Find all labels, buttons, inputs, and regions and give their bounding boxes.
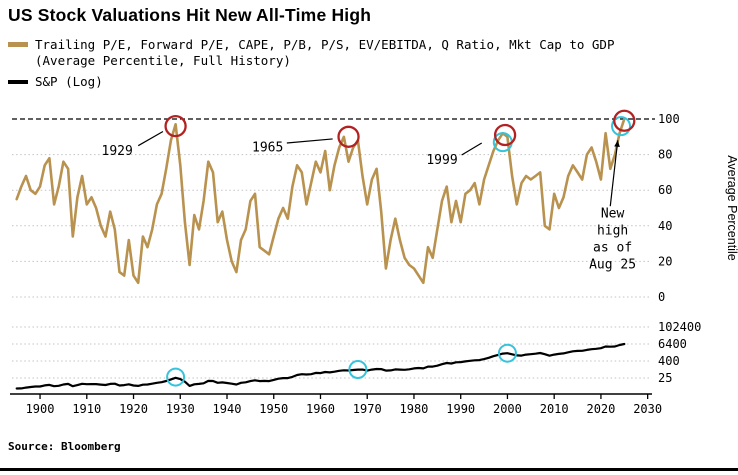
sp-series-line (15, 342, 626, 390)
x-tick-label: 2030 (633, 402, 662, 416)
x-tick-label: 1950 (259, 402, 288, 416)
y-tick-label: 20 (658, 254, 672, 268)
cyan-highlight-circle (348, 360, 368, 379)
red-peak-circle (493, 123, 517, 147)
x-tick-label: 1970 (353, 402, 382, 416)
legend: Trailing P/E, Forward P/E, CAPE, P/B, P/… (8, 37, 614, 90)
leader-line (286, 138, 333, 144)
annotation-text: 1929 (102, 144, 133, 159)
leader-line (609, 140, 619, 207)
x-tick-label: 1960 (306, 402, 335, 416)
arrowhead (614, 140, 620, 147)
x-tick-label: 1920 (119, 402, 148, 416)
x-axis: 1900 1910 1920 1930 1940 1950 1960 1970 1980 1990… (10, 393, 662, 416)
bottom-rule (0, 468, 738, 471)
x-tick-label: 2020 (586, 402, 615, 416)
highlight-circles (164, 109, 636, 387)
y-tick-label: 25 (658, 371, 672, 385)
y-axis-labels: 100 80 60 40 20 0 102400 6400 400 25 (658, 112, 701, 385)
valuations-swatch (8, 42, 28, 47)
y-axis-title: Average Percentile (725, 155, 738, 260)
cyan-highlight-circle (611, 116, 632, 137)
valuations-series-line (15, 117, 626, 285)
y-tick-label: 0 (658, 290, 665, 304)
x-tick-label: 1940 (213, 402, 242, 416)
leader-line (137, 130, 164, 147)
source-credit: Source: Bloomberg (8, 440, 121, 453)
x-tick-label: 1980 (400, 402, 429, 416)
annotations: 1929 1965 1999 New high as of Aug 25 (102, 140, 637, 272)
red-peak-circle (613, 109, 636, 132)
annotation-text: New (601, 206, 625, 221)
y-tick-label: 60 (658, 183, 672, 197)
sp-swatch (8, 80, 28, 84)
cyan-highlight-circle (166, 367, 186, 387)
x-tick-label: 2000 (493, 402, 522, 416)
y-tick-label: 100 (658, 112, 680, 126)
y-tick-label: 6400 (658, 337, 687, 351)
annotation-leaders (137, 130, 620, 207)
legend-item-sp: S&P (Log) (8, 74, 614, 90)
annotation-text: high (597, 223, 628, 238)
y-tick-label: 102400 (658, 320, 701, 334)
x-tick-label: 2010 (540, 402, 569, 416)
annotation-text: 1999 (426, 153, 457, 168)
chart-canvas: 1900 1910 1920 1930 1940 1950 1960 1970 1980 1990… (10, 109, 738, 416)
legend-item-valuations: Trailing P/E, Forward P/E, CAPE, P/B, P/… (8, 37, 614, 69)
y-tick-label: 80 (658, 148, 672, 162)
annotation-text: as of (593, 240, 632, 255)
x-tick-label: 1930 (166, 402, 195, 416)
legend-sp-label: S&P (Log) (35, 74, 103, 89)
gridlines (12, 118, 655, 379)
red-peak-circle (164, 114, 187, 138)
annotation-text: 1965 (252, 140, 283, 155)
x-tick-label: 1990 (446, 402, 475, 416)
legend-valuations-line2: (Average Percentile, Full History) (35, 53, 291, 68)
red-peak-circle (337, 125, 360, 148)
y-tick-label: 40 (658, 219, 672, 233)
x-tick-label: 1910 (72, 402, 101, 416)
page-title: US Stock Valuations Hit New All-Time Hig… (8, 5, 372, 25)
x-tick-label: 1900 (26, 402, 55, 416)
leader-line (461, 142, 483, 156)
cyan-highlight-circle (497, 343, 517, 363)
y-tick-label: 400 (658, 354, 680, 368)
legend-valuations-line1: Trailing P/E, Forward P/E, CAPE, P/B, P/… (35, 37, 615, 52)
annotation-text: Aug 25 (589, 257, 636, 272)
